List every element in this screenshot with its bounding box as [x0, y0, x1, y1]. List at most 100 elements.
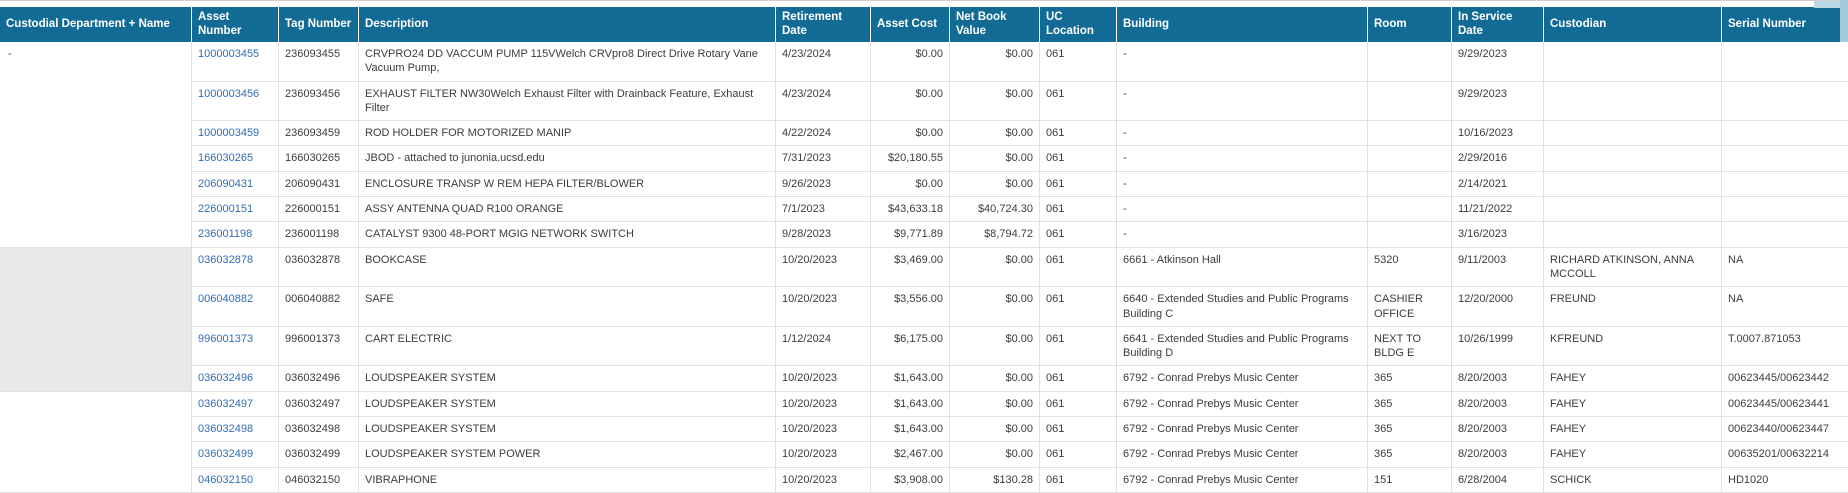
- asset-number-link[interactable]: 206090431: [198, 177, 254, 190]
- column-header-serial-number[interactable]: Serial Number: [1722, 7, 1848, 42]
- tag-number-cell: 036032498: [279, 417, 359, 443]
- asset-number-link[interactable]: 036032878: [198, 253, 254, 266]
- serial-number-cell: [1722, 197, 1848, 223]
- custodial-group-cell: [0, 247, 192, 392]
- uc-location-cell: 061: [1040, 121, 1117, 147]
- asset-number-cell: 1000003459: [192, 121, 279, 147]
- building-cell: 6640 - Extended Studies and Public Progr…: [1117, 287, 1368, 327]
- net-book-value-cell: $0.00: [950, 391, 1040, 418]
- in-service-date-cell: 12/20/2000: [1452, 287, 1544, 327]
- serial-number-cell: 00635201/00632214: [1722, 442, 1848, 468]
- table-row: 036032499 036032499 LOUDSPEAKER SYSTEM POW…: [0, 442, 1848, 468]
- uc-location-cell: 061: [1040, 171, 1117, 198]
- in-service-date-cell: 9/29/2023: [1452, 81, 1544, 122]
- scrollbar-corner[interactable]: [1814, 1, 1848, 8]
- asset-number-link[interactable]: 046032150: [198, 473, 254, 486]
- column-header-retirement-date[interactable]: Retirement Date: [776, 7, 871, 42]
- building-cell: 6792 - Conrad Prebys Music Center: [1117, 417, 1368, 443]
- asset-number-link[interactable]: 036032499: [198, 448, 254, 461]
- asset-number-link[interactable]: 006040882: [198, 293, 254, 306]
- table-row: 036032497 036032497 LOUDSPEAKER SYSTEM 10/2…: [0, 391, 1848, 493]
- column-header-custodian[interactable]: Custodian: [1544, 7, 1722, 42]
- building-cell: -: [1117, 121, 1368, 147]
- column-header-in-service-date[interactable]: In Service Date: [1452, 7, 1544, 42]
- custodian-cell: [1544, 222, 1722, 248]
- custodian-cell: FAHEY: [1544, 391, 1722, 418]
- asset-number-link[interactable]: 1000003456: [198, 87, 260, 100]
- asset-number-link[interactable]: 036032497: [198, 397, 254, 410]
- asset-number-link[interactable]: 226000151: [198, 203, 254, 216]
- serial-number-cell: NA: [1722, 248, 1848, 288]
- custodian-cell: FAHEY: [1544, 417, 1722, 443]
- table-row: 166030265 166030265 JBOD - attached to jun…: [0, 146, 1848, 172]
- retirement-date-cell: 10/20/2023: [776, 366, 871, 392]
- net-book-value-cell: $8,794.72: [950, 222, 1040, 248]
- tag-number-cell: 036032878: [279, 247, 359, 288]
- building-cell: -: [1117, 197, 1368, 223]
- custodian-cell: [1544, 81, 1722, 122]
- serial-number-cell: 00623445/00623441: [1722, 392, 1848, 418]
- tag-number-cell: 236093456: [279, 81, 359, 122]
- description-cell: EXHAUST FILTER NW30Welch Exhaust Filter …: [359, 81, 776, 122]
- in-service-date-cell: 11/21/2022: [1452, 197, 1544, 223]
- building-cell: 6661 - Atkinson Hall: [1117, 247, 1368, 288]
- description-cell: CRVPRO24 DD VACCUM PUMP 115VWelch CRVpro…: [359, 42, 776, 82]
- description-cell: SAFE: [359, 287, 776, 327]
- net-book-value-cell: $0.00: [950, 247, 1040, 288]
- column-header-custodial-department-name[interactable]: Custodial Department + Name: [0, 7, 192, 42]
- custodian-cell: [1544, 197, 1722, 223]
- net-book-value-cell: $0.00: [950, 366, 1040, 392]
- custodian-cell: FREUND: [1544, 287, 1722, 327]
- room-cell: NEXT TO BLDG E: [1368, 326, 1452, 367]
- in-service-date-cell: 9/29/2023: [1452, 42, 1544, 82]
- asset-number-link[interactable]: 236001198: [198, 228, 253, 241]
- asset-cost-cell: $1,643.00: [871, 366, 950, 392]
- asset-number-link[interactable]: 166030265: [198, 152, 254, 165]
- in-service-date-cell: 2/14/2021: [1452, 171, 1544, 198]
- net-book-value-cell: $130.28: [950, 467, 1040, 493]
- column-header-asset-number[interactable]: Asset Number: [192, 7, 279, 42]
- retirement-date-cell: 4/23/2024: [776, 42, 871, 82]
- uc-location-cell: 061: [1040, 146, 1117, 172]
- column-header-asset-cost[interactable]: Asset Cost: [871, 7, 950, 42]
- column-header-net-book-value[interactable]: Net Book Value: [950, 7, 1040, 42]
- column-header-description[interactable]: Description: [359, 7, 776, 42]
- asset-cost-cell: $3,469.00: [871, 247, 950, 288]
- asset-number-link[interactable]: 1000003459: [198, 127, 260, 140]
- scrollbar-track[interactable]: [1840, 0, 1848, 42]
- building-cell: -: [1117, 42, 1368, 82]
- net-book-value-cell: $0.00: [950, 287, 1040, 327]
- room-cell: [1368, 197, 1452, 223]
- description-cell: LOUDSPEAKER SYSTEM POWER: [359, 442, 776, 468]
- asset-number-link[interactable]: 036032496: [198, 372, 254, 385]
- description-cell: LOUDSPEAKER SYSTEM: [359, 391, 776, 418]
- custodial-group-cell: [0, 391, 192, 493]
- in-service-date-cell: 8/20/2003: [1452, 417, 1544, 443]
- asset-number-link[interactable]: 036032498: [198, 423, 254, 436]
- column-header-uc-location[interactable]: UC Location: [1040, 7, 1117, 42]
- retirement-date-cell: 7/31/2023: [776, 146, 871, 172]
- net-book-value-cell: $0.00: [950, 326, 1040, 367]
- asset-number-link[interactable]: 996001373: [198, 332, 254, 345]
- tag-number-cell: 046032150: [279, 467, 359, 493]
- in-service-date-cell: 8/20/2003: [1452, 442, 1544, 468]
- asset-cost-cell: $0.00: [871, 81, 950, 122]
- description-cell: CATALYST 9300 48-PORT MGIG NETWORK SWITC…: [359, 222, 776, 248]
- column-header-building[interactable]: Building: [1117, 7, 1368, 42]
- description-cell: ROD HOLDER FOR MOTORIZED MANIP: [359, 121, 776, 147]
- uc-location-cell: 061: [1040, 42, 1117, 82]
- room-cell: [1368, 222, 1452, 248]
- column-header-tag-number[interactable]: Tag Number: [279, 7, 359, 42]
- building-cell: -: [1117, 171, 1368, 198]
- serial-number-cell: [1722, 42, 1848, 82]
- description-cell: ASSY ANTENNA QUAD R100 ORANGE: [359, 197, 776, 223]
- asset-table: Custodial Department + Name Asset Number…: [0, 7, 1848, 493]
- asset-number-cell: 036032878: [192, 247, 279, 288]
- room-cell: [1368, 121, 1452, 147]
- asset-number-cell: 206090431: [192, 171, 279, 198]
- custodian-cell: FAHEY: [1544, 442, 1722, 468]
- asset-number-link[interactable]: 1000003455: [198, 48, 260, 60]
- column-header-room[interactable]: Room: [1368, 7, 1452, 42]
- building-cell: 6792 - Conrad Prebys Music Center: [1117, 442, 1368, 468]
- custodial-group-cell: -: [0, 42, 192, 248]
